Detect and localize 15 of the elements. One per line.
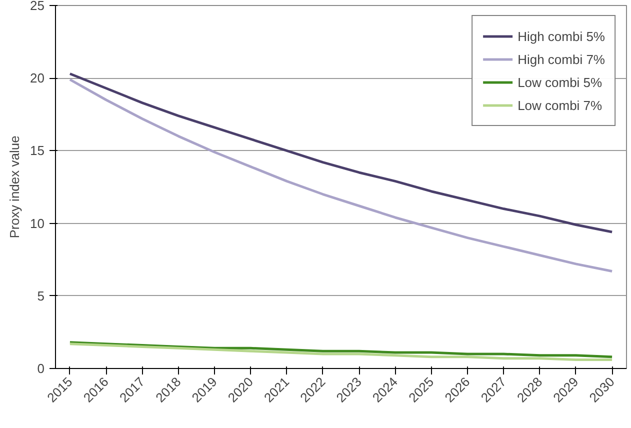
- y-tick-label: 15: [30, 143, 45, 158]
- legend-label: Low combi 7%: [518, 98, 602, 112]
- y-tick-label: 10: [30, 216, 45, 231]
- line-series: [68, 72, 614, 234]
- legend-label: High combi 7%: [518, 52, 605, 66]
- line-series: [68, 341, 614, 358]
- y-tick-label: 0: [37, 361, 45, 376]
- line-series: [68, 342, 614, 362]
- line-series: [68, 78, 614, 272]
- legend-label: High combi 5%: [518, 28, 605, 44]
- legend-label: Low combi 5%: [518, 74, 602, 90]
- y-tick-label: 25: [30, 0, 45, 13]
- y-axis-title: Proxy index value: [7, 136, 22, 238]
- y-tick-label: 5: [37, 288, 45, 304]
- y-tick-label: 20: [30, 70, 45, 86]
